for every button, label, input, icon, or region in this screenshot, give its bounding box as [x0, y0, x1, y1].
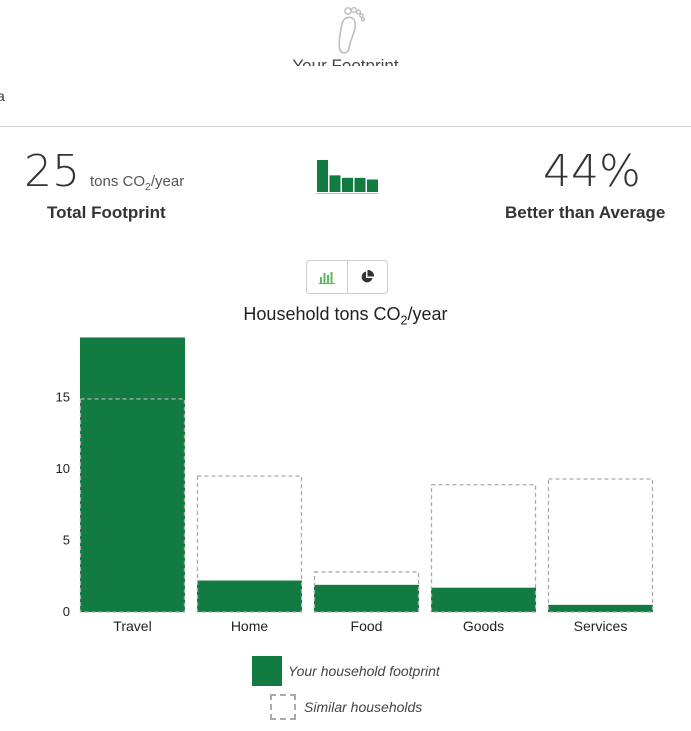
comparison-value: 44%: [543, 146, 641, 197]
legend-swatch-dashed: [270, 694, 296, 720]
x-tick-label: Goods: [463, 618, 504, 634]
chart-type-toggle: [306, 260, 388, 294]
mini-bar: [329, 175, 341, 192]
mini-bar-chart-icon: [316, 160, 378, 194]
bar-your-footprint[interactable]: [197, 580, 302, 612]
legend-item-your-footprint: Your household footprint: [252, 656, 440, 686]
bar-your-footprint[interactable]: [314, 584, 419, 612]
bar-chart-icon: [318, 272, 335, 284]
bar-similar-households: [313, 571, 420, 613]
y-tick-label: 0: [63, 604, 70, 619]
mini-bar: [354, 177, 366, 192]
bar-your-footprint[interactable]: [431, 587, 536, 612]
mini-bar: [342, 177, 353, 192]
comparison-label: Better than Average: [505, 203, 666, 222]
bar-similar-households: [196, 475, 303, 613]
mini-chart-baseline: [316, 193, 378, 194]
bar-similar-households: [430, 484, 537, 613]
pie-chart-toggle-button[interactable]: [346, 261, 388, 293]
x-tick-label: Travel: [113, 618, 151, 634]
pie-chart-icon: [361, 270, 375, 283]
edge-text: a: [0, 88, 5, 104]
bar-your-footprint[interactable]: [80, 337, 185, 612]
y-tick-label: 5: [63, 533, 70, 548]
legend-label: Your household footprint: [288, 663, 440, 679]
divider: [0, 126, 691, 127]
legend-swatch-solid: [252, 656, 282, 686]
y-tick-label: 10: [56, 461, 70, 476]
legend-item-similar-households: Similar households: [270, 694, 422, 720]
bar-similar-households: [547, 478, 654, 613]
chart-title: Household tons CO2/year: [243, 304, 448, 328]
total-footprint-unit: tons CO2/year: [90, 173, 185, 193]
y-tick-label: 15: [56, 390, 70, 405]
x-tick-label: Services: [574, 618, 628, 634]
mini-bar: [367, 179, 378, 192]
bar-chart-toggle-button[interactable]: [307, 261, 347, 293]
total-footprint-label: Total Footprint: [47, 203, 166, 222]
mini-bar: [317, 160, 328, 192]
bar-similar-households: [79, 398, 186, 613]
household-bar-chart: 0 5 10 15 Travel Home Food Goods Services: [56, 337, 654, 634]
legend-label: Similar households: [304, 699, 423, 715]
total-footprint-value: 25: [24, 146, 80, 197]
x-tick-label: Home: [231, 618, 269, 634]
bar-your-footprint[interactable]: [548, 604, 653, 612]
footprint-icon: [338, 6, 366, 54]
page-title: Your Footprint: [292, 56, 399, 66]
x-tick-label: Food: [351, 618, 383, 634]
